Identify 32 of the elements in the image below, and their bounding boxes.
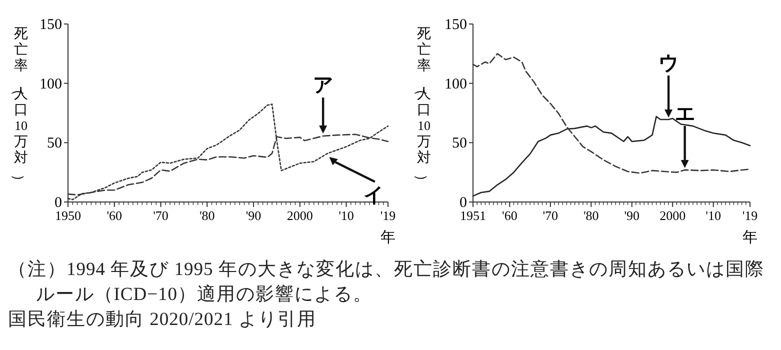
x-tick-label: 2000 bbox=[660, 208, 686, 223]
x-tick-label: '60 bbox=[502, 208, 518, 223]
x-axis-title: 年 bbox=[380, 229, 396, 246]
x-tick-label: 1950 bbox=[55, 208, 81, 223]
y-tick-label: 50 bbox=[452, 136, 467, 152]
y-tick-label: 150 bbox=[444, 17, 467, 33]
annotation: ア bbox=[313, 74, 334, 97]
x-tick-label: 2000 bbox=[286, 208, 313, 223]
y-tick-label: 100 bbox=[40, 76, 62, 92]
x-tick-label: '10 bbox=[706, 208, 722, 223]
x-tick-label: '90 bbox=[624, 208, 640, 223]
annotation: エ bbox=[674, 102, 695, 125]
x-tick-label: '70 bbox=[542, 208, 558, 223]
x-tick-label: '70 bbox=[153, 208, 168, 223]
text: 国民衛生の動向 2020/2021 より引用 bbox=[8, 308, 318, 332]
x-tick-label: 1951 bbox=[460, 208, 486, 223]
x-tick-label: '10 bbox=[338, 208, 354, 223]
y-tick-label: 50 bbox=[47, 136, 62, 152]
x-tick-label: '19 bbox=[380, 208, 396, 223]
text: （注）1994 年及び 1995 年の大きな変化は、死亡診断書の注意書きの周知あるいは国際ルール（ICD−10）適用の影響による。 bbox=[8, 258, 766, 307]
y-tick-label: 0 bbox=[54, 195, 62, 211]
y-tick-label: 0 bbox=[460, 195, 467, 211]
annotation: イ bbox=[364, 184, 384, 207]
y-tick-label: 100 bbox=[444, 76, 467, 92]
x-tick-label: '80 bbox=[199, 208, 215, 223]
annotation: ウ bbox=[658, 52, 679, 75]
x-axis-title: 年 bbox=[742, 229, 758, 246]
x-tick-label: '19 bbox=[742, 208, 758, 223]
x-tick-label: '80 bbox=[583, 208, 599, 223]
y-tick-label: 150 bbox=[40, 17, 62, 33]
x-tick-label: '60 bbox=[106, 208, 122, 223]
x-tick-label: '90 bbox=[246, 208, 262, 223]
